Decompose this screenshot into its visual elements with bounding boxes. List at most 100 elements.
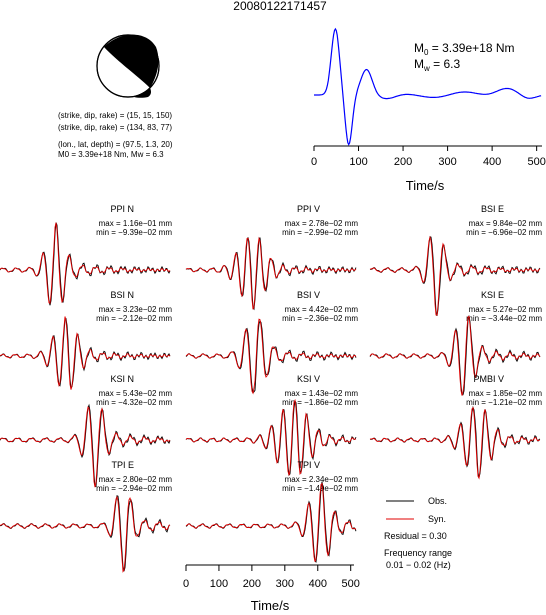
max-amplitude: max = 1.43e−02 mm: [285, 389, 359, 398]
min-amplitude: min = −3.44e−02 mm: [466, 314, 542, 323]
station-label: KSI E: [481, 290, 504, 300]
legend: Obs. Syn. Residual = 0.30 Frequency rang…: [384, 496, 452, 570]
waveform-xlabel: Time/s: [251, 598, 290, 613]
max-amplitude: max = 4.42e−02 mm: [285, 305, 359, 314]
max-amplitude: max = 5.27e−02 mm: [469, 305, 543, 314]
legend-syn-label: Syn.: [428, 514, 446, 524]
waveform-time-axis: 0 100 200 300 400 500 Time/s: [183, 564, 360, 613]
moment-rate-tick-label: 0: [311, 156, 317, 168]
moment-rate-ticks: 0 100 200 300 400 500: [311, 146, 546, 168]
min-amplitude: min = −6.96e−02 mm: [466, 228, 542, 237]
station-label: PPI V: [297, 204, 320, 214]
frequency-range-label: Frequency range: [384, 548, 452, 558]
moment-rate-tick-label: 300: [438, 156, 456, 168]
observed-trace: [185, 237, 357, 311]
synthetic-trace: [0, 316, 171, 390]
legend-obs-label: Obs.: [428, 496, 447, 506]
m0-value: = 3.39e+18 Nm: [428, 41, 514, 55]
min-amplitude: min = −2.99e−02 mm: [282, 228, 358, 237]
moment-rate-tick-label: 100: [349, 156, 367, 168]
min-amplitude: min = −9.39e−02 mm: [96, 228, 172, 237]
waveform-tick-label: 200: [243, 578, 261, 590]
max-amplitude: max = 2.78e−02 mm: [285, 219, 359, 228]
waveform-tick-label: 0: [183, 578, 189, 590]
moment-magnitude-summary: M0 = 3.39e+18 Nm, Mw = 6.3: [58, 150, 164, 159]
waveform-tick-label: 300: [276, 578, 294, 590]
synthetic-trace: [369, 406, 541, 480]
station-label: PPI N: [110, 204, 134, 214]
mw-symbol: M: [414, 57, 424, 71]
max-amplitude: max = 2.80e−02 mm: [99, 475, 173, 484]
observed-trace: [185, 481, 357, 563]
mw-subscript: w: [423, 64, 430, 73]
waveform-tick-label: 100: [210, 578, 228, 590]
synthetic-trace: [185, 318, 357, 395]
waveform-tick-label: 400: [309, 578, 327, 590]
observed-trace: [0, 495, 171, 572]
min-amplitude: min = −2.12e−02 mm: [96, 314, 172, 323]
mw-value: = 6.3: [430, 57, 461, 71]
min-amplitude: min = −1.86e−02 mm: [282, 398, 358, 407]
source-location: (lon., lat, depth) = (97.5, 1.3, 20): [58, 140, 173, 149]
max-amplitude: max = 9.84e−02 mm: [469, 219, 543, 228]
event-title: 20080122171457: [233, 0, 327, 13]
observed-trace: [0, 318, 171, 389]
observed-trace: [185, 399, 357, 477]
max-amplitude: max = 1.16e−01 mm: [99, 219, 173, 228]
min-amplitude: min = −1.21e−02 mm: [466, 398, 542, 407]
moment-rate-tick-label: 200: [394, 156, 412, 168]
waveform-ticks: 0 100 200 300 400 500: [183, 565, 360, 590]
min-amplitude: min = −2.94e−02 mm: [96, 484, 172, 493]
min-amplitude: min = −2.36e−02 mm: [282, 314, 358, 323]
m0-label: M0 = 3.39e+18 Nm: [414, 41, 515, 57]
m0-symbol: M: [414, 41, 424, 55]
station-label: TPI V: [297, 460, 320, 470]
focal-mechanism-beachball: [96, 34, 160, 98]
m0-subscript: 0: [424, 48, 429, 57]
max-amplitude: max = 5.43e−02 mm: [99, 389, 173, 398]
station-label: KSI N: [110, 374, 134, 384]
moment-rate-tick-label: 500: [527, 156, 545, 168]
synthetic-trace: [369, 235, 541, 316]
frequency-range-value: 0.01 − 0.02 (Hz): [386, 560, 451, 570]
synthetic-trace: [0, 495, 171, 573]
max-amplitude: max = 1.85e−02 mm: [469, 389, 543, 398]
nodal-plane-2: (strike, dip, rake) = (134, 83, 77): [58, 123, 172, 132]
moment-rate-panel: 0 100 200 300 400 500 Time/s M0 = 3.39e+18 Nm…: [311, 27, 546, 193]
mw-label: Mw = 6.3: [414, 57, 460, 73]
min-amplitude: min = −4.32e−02 mm: [96, 398, 172, 407]
station-label: BSI N: [110, 290, 134, 300]
residual-label: Residual = 0.30: [384, 531, 447, 541]
observed-trace: [369, 315, 541, 396]
nodal-plane-1: (strike, dip, rake) = (15, 15, 150): [58, 111, 172, 120]
moment-rate-tick-label: 400: [483, 156, 501, 168]
max-amplitude: max = 2.34e−02 mm: [285, 475, 359, 484]
moment-rate-curve: [314, 27, 542, 146]
max-amplitude: max = 3.23e−02 mm: [99, 305, 173, 314]
synthetic-trace: [185, 236, 357, 310]
synthetic-trace: [185, 398, 357, 476]
station-label: PMBI V: [473, 374, 504, 384]
station-label: BSI E: [481, 204, 504, 214]
synthetic-trace: [0, 406, 171, 488]
synthetic-trace: [185, 482, 357, 562]
station-label: BSI V: [297, 290, 320, 300]
moment-rate-xlabel: Time/s: [406, 178, 445, 193]
synthetic-trace: [369, 315, 541, 396]
synthetic-trace: [0, 222, 171, 304]
station-label: KSI V: [297, 374, 320, 384]
station-label: TPI E: [111, 460, 134, 470]
